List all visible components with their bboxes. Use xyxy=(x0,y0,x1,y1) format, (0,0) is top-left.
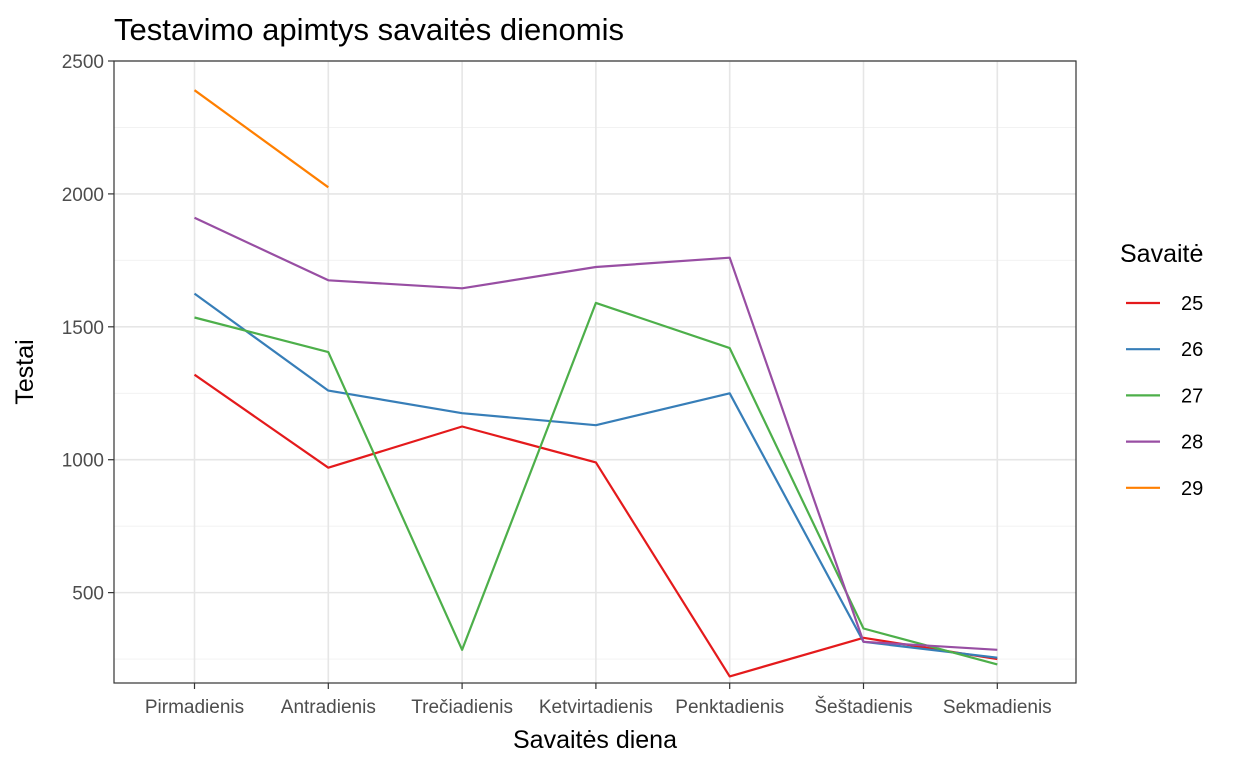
plot-panel-border xyxy=(113,60,1077,684)
y-axis-title: Testai xyxy=(11,339,39,404)
x-tick-label: Sekmadienis xyxy=(943,697,1052,718)
x-axis-title: Savaitės diena xyxy=(513,726,677,754)
x-axis: Pirmadienis Antradienis Trečiadienis Ketvir… xyxy=(145,683,1052,718)
y-tick-label: 2500 xyxy=(62,52,104,73)
y-axis: 500 1000 1500 2000 2500 xyxy=(62,52,114,605)
x-tick-label: Pirmadienis xyxy=(145,697,244,718)
x-tick-label: Šeštadienis xyxy=(814,696,912,718)
x-tick-label: Antradienis xyxy=(281,697,376,718)
series-line-29 xyxy=(193,89,329,189)
legend-label-28: 28 xyxy=(1181,432,1203,454)
legend: Savaitė 25 26 27 28 29 xyxy=(1120,240,1203,500)
legend-label-26: 26 xyxy=(1181,339,1203,361)
legend-title: Savaitė xyxy=(1120,240,1203,268)
series-line-25 xyxy=(193,373,998,678)
series-lines xyxy=(193,89,998,678)
gridlines xyxy=(114,60,1076,683)
series-line-27 xyxy=(194,301,998,666)
y-tick-label: 2000 xyxy=(62,185,104,206)
legend-items: 25 26 27 28 29 xyxy=(1126,293,1203,500)
legend-label-27: 27 xyxy=(1181,385,1203,407)
legend-label-25: 25 xyxy=(1181,293,1203,315)
x-tick-label: Ketvirtadienis xyxy=(539,697,653,718)
y-tick-label: 500 xyxy=(72,584,104,605)
x-tick-label: Penktadienis xyxy=(675,697,784,718)
x-tick-label: Trečiadienis xyxy=(411,697,513,718)
legend-label-29: 29 xyxy=(1181,478,1203,500)
series-line-28 xyxy=(194,216,998,651)
chart-title: Testavimo apimtys savaitės dienomis xyxy=(114,12,624,47)
y-tick-label: 1500 xyxy=(62,318,104,339)
y-tick-label: 1000 xyxy=(62,451,104,472)
